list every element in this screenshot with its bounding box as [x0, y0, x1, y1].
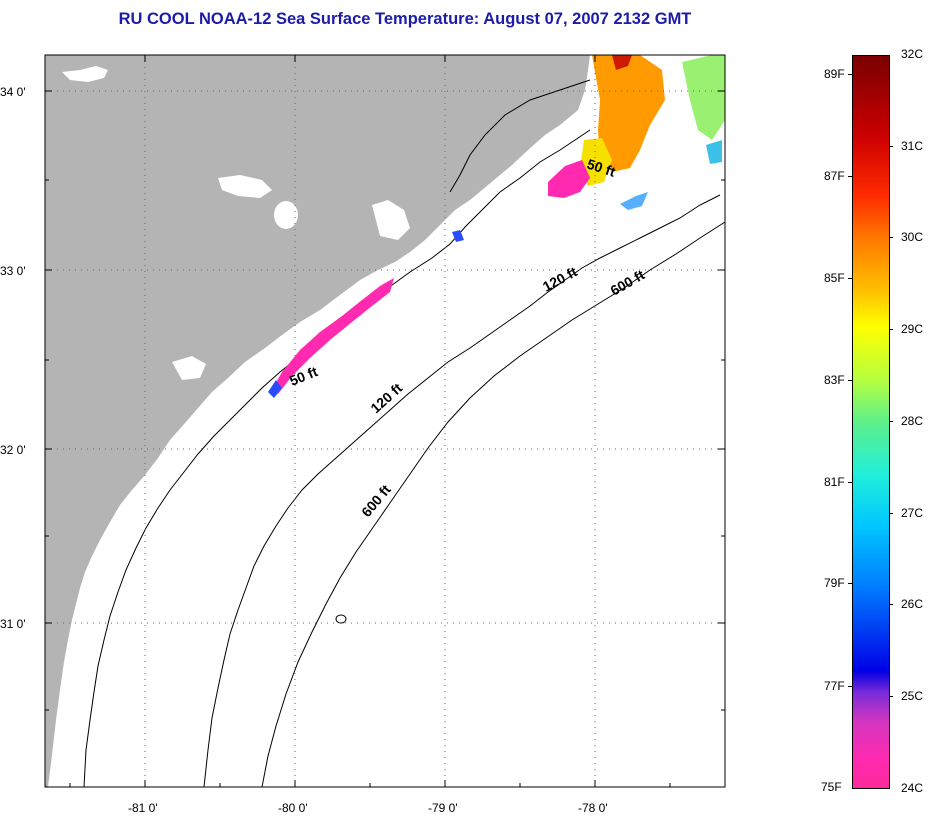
- cloud-patch: [372, 200, 410, 240]
- lon-label: -80 0': [278, 801, 308, 815]
- contour-120ft: [203, 194, 721, 788]
- colorbar-label-celsius: 31C: [901, 139, 924, 153]
- colorbar-tick: [848, 74, 852, 75]
- colorbar-tick: [889, 513, 893, 514]
- sst-hot-patch: [612, 55, 632, 70]
- sst-cyan-patch: [620, 192, 648, 210]
- colorbar-tick: [889, 604, 893, 605]
- contour-50ft: [83, 129, 591, 788]
- lon-label: -78 0': [578, 801, 608, 815]
- colorbar-label-fahrenheit: 81F: [824, 475, 845, 489]
- contour-600ft: [261, 221, 726, 788]
- lat-label: 32 0': [0, 443, 26, 457]
- grid: [45, 55, 725, 787]
- colorbar-label-celsius: 28C: [901, 414, 924, 428]
- lat-label: 33 0': [0, 264, 26, 278]
- shelf-ring: [449, 79, 591, 193]
- colorbar-tick: [889, 421, 893, 422]
- colorbar-tick: [889, 237, 893, 238]
- sst-blue-spot: [452, 230, 464, 242]
- temperature-colorbar: [852, 55, 890, 789]
- map-frame: [44, 54, 726, 788]
- land-mass: [45, 55, 590, 787]
- colorbar-tick: [848, 583, 852, 584]
- cloud-patch: [172, 356, 206, 380]
- colorbar-label-celsius: 30C: [901, 230, 924, 244]
- cloud-patch: [62, 66, 108, 82]
- colorbar-tick: [848, 176, 852, 177]
- colorbar-tick: [848, 278, 852, 279]
- sst-warm-patch: [592, 55, 665, 172]
- colorbar-label-fahrenheit: 77F: [824, 679, 845, 693]
- lon-label: -81 0': [128, 801, 158, 815]
- axis-ticks: [45, 55, 725, 787]
- colorbar-label-fahrenheit: 85F: [824, 271, 845, 285]
- sst-cool-patch: [706, 140, 722, 164]
- colorbar-label-celsius: 25C: [901, 689, 924, 703]
- colorbar-label-celsius: 27C: [901, 506, 924, 520]
- colorbar-label-fahrenheit: 79F: [824, 576, 845, 590]
- lon-label: -79 0': [428, 801, 458, 815]
- lat-label: 34 0': [0, 85, 26, 99]
- colorbar-tick: [889, 146, 893, 147]
- sst-blue-spot: [268, 380, 282, 398]
- map-title: RU COOL NOAA-12 Sea Surface Temperature:…: [118, 10, 692, 28]
- colorbar-label-fahrenheit: 89F: [824, 67, 845, 81]
- sst-mixed-patch: [548, 160, 590, 198]
- colorbar-label-fahrenheit: 75F: [821, 780, 842, 794]
- colorbar-tick: [889, 329, 893, 330]
- colorbar-tick: [848, 686, 852, 687]
- seamount-contour: [335, 614, 347, 624]
- colorbar-tick: [848, 482, 852, 483]
- colorbar-label-celsius: 32C: [901, 47, 924, 61]
- cloud-patch: [218, 175, 272, 198]
- colorbar-label-celsius: 29C: [901, 322, 924, 336]
- sst-green-patch: [682, 55, 725, 140]
- lat-label: 31 0': [0, 617, 26, 631]
- colorbar-tick: [889, 696, 893, 697]
- colorbar-label-fahrenheit: 87F: [824, 169, 845, 183]
- colorbar-label-fahrenheit: 83F: [824, 373, 845, 387]
- colorbar-label-celsius: 24C: [901, 781, 924, 795]
- cloud-patch: [274, 201, 298, 229]
- sst-pink-band: [272, 278, 394, 394]
- colorbar-label-celsius: 26C: [901, 597, 924, 611]
- colorbar-tick: [848, 380, 852, 381]
